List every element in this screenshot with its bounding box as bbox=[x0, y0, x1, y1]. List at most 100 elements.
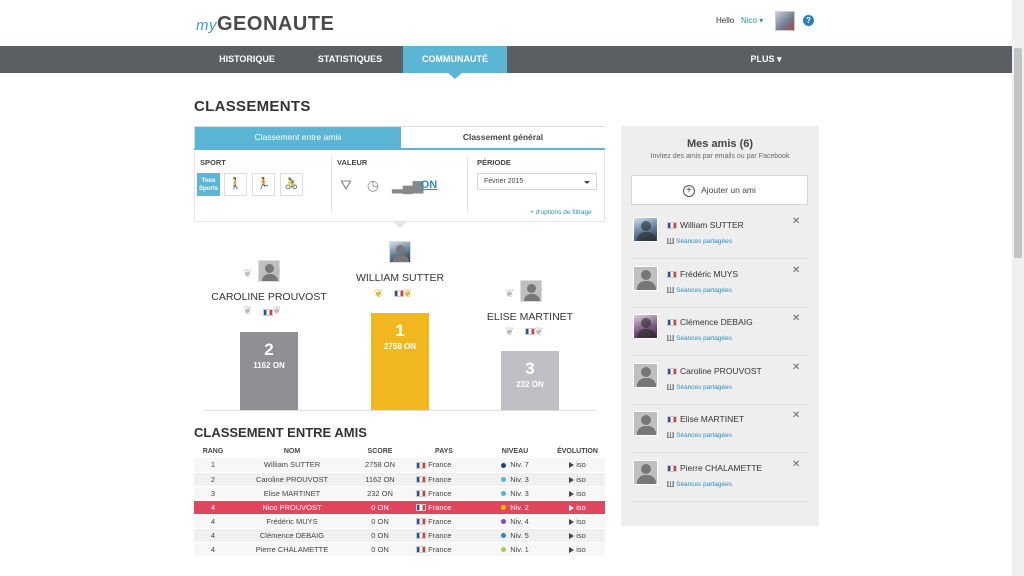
shared-sessions-link[interactable]: Séances partagées bbox=[667, 287, 732, 294]
table-row[interactable]: 4 Pierre CHALAMETTE 0 ON France Niv. 1 iso bbox=[194, 542, 605, 557]
cell-level: Niv. 4 bbox=[480, 514, 550, 529]
close-icon[interactable]: ✕ bbox=[792, 410, 801, 421]
user-menu[interactable]: Nico ▾ bbox=[741, 16, 764, 25]
tab-general-ranking[interactable]: Classement général bbox=[401, 127, 605, 148]
podium-bar-1: 1 2758 ON bbox=[371, 313, 429, 411]
table-row-current-user[interactable]: 4 Nico PROUVOST 0 ON France Niv. 2 iso bbox=[194, 500, 605, 515]
cell-name[interactable]: Clémence DEBAIG bbox=[232, 528, 352, 543]
friend-list-item[interactable]: Clémence DEBAIG Séances partagées ✕ bbox=[631, 308, 808, 356]
close-icon[interactable]: ✕ bbox=[792, 264, 801, 276]
avatar[interactable] bbox=[633, 314, 658, 339]
avatar[interactable] bbox=[633, 459, 658, 485]
chart-icon bbox=[667, 286, 674, 293]
country-label: France bbox=[428, 474, 452, 484]
flag-fr-icon bbox=[416, 504, 426, 512]
more-filter-options-link[interactable]: + d'options de filtrage bbox=[530, 209, 592, 216]
cell-name[interactable]: Caroline PROUVOST bbox=[232, 472, 352, 487]
cell-evolution: iso bbox=[550, 500, 605, 515]
running-icon[interactable]: 🏃 bbox=[252, 173, 275, 196]
friend-name[interactable]: William SUTTER bbox=[667, 220, 744, 230]
nav-communaute[interactable]: COMMUNAUTÉ bbox=[403, 46, 507, 73]
tab-friends-ranking[interactable]: Classement entre amis bbox=[195, 127, 401, 148]
level-dot-icon bbox=[501, 491, 507, 497]
shared-sessions-link[interactable]: Séances partagées bbox=[667, 481, 732, 488]
friend-name[interactable]: Caroline PROUVOST bbox=[667, 366, 762, 376]
sport-all-button[interactable]: Tous Sports bbox=[197, 173, 220, 196]
geonaute-logo[interactable]: myGEONAUTE bbox=[196, 13, 334, 36]
shared-sessions-label: Séances partagées bbox=[676, 383, 733, 391]
avatar[interactable] bbox=[389, 241, 411, 263]
table-row[interactable]: 3 Elise MARTINET 232 ON France Niv. 3 iso bbox=[194, 486, 605, 501]
help-icon[interactable]: ? bbox=[803, 15, 814, 26]
podium-rank-1: 1 bbox=[395, 321, 405, 340]
cell-evolution: iso bbox=[550, 542, 605, 557]
cell-evolution: iso bbox=[550, 514, 605, 529]
podium-name-1: WILLIAM SUTTER bbox=[355, 272, 445, 284]
walking-icon[interactable]: 🚶 bbox=[224, 173, 247, 196]
close-icon[interactable]: ✕ bbox=[792, 458, 801, 470]
cell-name[interactable]: Nico PROUVOST bbox=[232, 500, 352, 515]
friend-list-item[interactable]: Caroline PROUVOST Séances partagées ✕ bbox=[631, 357, 808, 405]
avatar[interactable] bbox=[258, 260, 280, 282]
avatar[interactable] bbox=[633, 265, 658, 291]
cycling-icon[interactable]: 🚴 bbox=[280, 173, 303, 196]
avatar[interactable] bbox=[520, 280, 542, 302]
distance-icon[interactable]: ⛛ bbox=[340, 177, 352, 193]
flag-fr-icon bbox=[416, 546, 426, 554]
arrow-right-icon bbox=[569, 462, 575, 469]
friend-name[interactable]: Pierre CHALAMETTE bbox=[667, 463, 762, 473]
friend-name[interactable]: Elise MARTINET bbox=[667, 414, 744, 424]
shared-sessions-link[interactable]: Séances partagées bbox=[667, 335, 732, 342]
friend-list-item[interactable]: Elise MARTINET Séances partagées ✕ bbox=[631, 405, 808, 453]
cell-name[interactable]: Frédéric MUYS bbox=[232, 514, 352, 529]
friend-list-item[interactable]: Frédéric MUYS Séances partagées ✕ bbox=[631, 260, 808, 308]
table-row[interactable]: 4 Clémence DEBAIG 0 ON France Niv. 5 iso bbox=[194, 528, 605, 543]
page-title: CLASSEMENTS bbox=[194, 98, 311, 115]
user-avatar[interactable] bbox=[775, 11, 795, 31]
avatar[interactable] bbox=[633, 362, 658, 388]
shared-sessions-link[interactable]: Séances partagées bbox=[667, 384, 732, 391]
nav-plus[interactable]: PLUS ▾ bbox=[750, 54, 782, 64]
nav-statistiques[interactable]: STATISTIQUES bbox=[317, 54, 383, 64]
table-row[interactable]: 1 William SUTTER 2758 ON France Niv. 7 iso bbox=[194, 458, 605, 473]
close-icon[interactable]: ✕ bbox=[792, 361, 801, 373]
avatar[interactable] bbox=[633, 411, 658, 436]
clock-icon[interactable]: ◷ bbox=[366, 177, 380, 193]
cell-name[interactable]: Elise MARTINET bbox=[232, 486, 352, 501]
friend-name[interactable]: Clémence DEBAIG bbox=[667, 317, 753, 327]
flag-fr-icon bbox=[667, 270, 677, 278]
arrow-right-icon bbox=[569, 546, 575, 553]
close-icon[interactable]: ✕ bbox=[792, 313, 801, 324]
table-row[interactable]: 2 Caroline PROUVOST 1162 ON France Niv. 3 is… bbox=[194, 472, 605, 487]
cell-name[interactable]: William SUTTER bbox=[232, 458, 352, 473]
table-row[interactable]: 4 Frédéric MUYS 0 ON France Niv. 4 iso bbox=[194, 514, 605, 529]
tab-underline bbox=[194, 148, 605, 150]
cell-name[interactable]: Pierre CHALAMETTE bbox=[232, 542, 352, 557]
friends-invite-text[interactable]: Invitez des amis par emails ou par Faceb… bbox=[650, 153, 790, 160]
friend-name-label: Caroline PROUVOST bbox=[680, 365, 762, 376]
chart-icon bbox=[667, 238, 674, 245]
cell-level: Niv. 7 bbox=[480, 458, 550, 473]
bars-icon[interactable]: ▂▄▆ bbox=[392, 177, 424, 193]
level-dot-icon bbox=[501, 462, 507, 468]
value-filter-label: VALEUR bbox=[337, 158, 368, 167]
add-friend-button[interactable]: + Ajouter un ami bbox=[631, 175, 808, 205]
shared-sessions-link[interactable]: Séances partagées bbox=[667, 432, 732, 439]
level-label: Niv. 2 bbox=[510, 502, 529, 512]
avatar[interactable] bbox=[633, 217, 658, 242]
hello-text: Hello bbox=[716, 16, 735, 25]
on-points-icon[interactable]: ON bbox=[420, 179, 438, 191]
friend-list-item[interactable]: William SUTTER Séances partagées ✕ bbox=[631, 211, 808, 259]
friend-name[interactable]: Frédéric MUYS bbox=[667, 269, 738, 279]
scrollbar-thumb[interactable] bbox=[1014, 48, 1022, 258]
nav-historique[interactable]: HISTORIQUE bbox=[219, 54, 275, 64]
country-label: France bbox=[428, 460, 452, 470]
friend-list-item[interactable]: Pierre CHALAMETTE Séances partagées ✕ bbox=[631, 454, 808, 502]
close-icon[interactable]: ✕ bbox=[792, 216, 801, 227]
flag-fr-icon bbox=[416, 461, 426, 469]
level-dot-icon bbox=[501, 533, 507, 539]
period-select[interactable]: Février 2015 bbox=[477, 173, 597, 190]
podium-score-2: 1162 ON bbox=[253, 361, 285, 370]
shared-sessions-link[interactable]: Séances partagées bbox=[667, 238, 732, 245]
level-label: Niv. 7 bbox=[510, 460, 529, 470]
